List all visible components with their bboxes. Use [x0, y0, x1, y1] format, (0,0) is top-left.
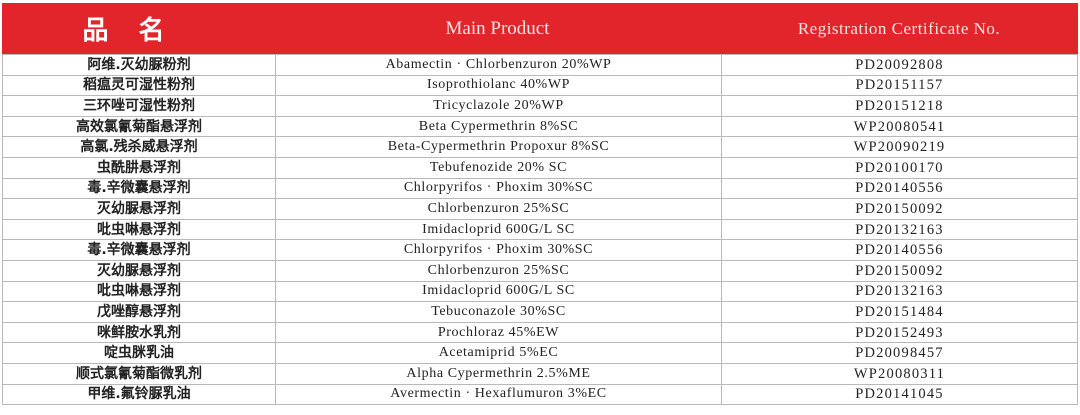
- cell-name: 高氯.残杀威悬浮剂: [2, 136, 276, 158]
- cell-cert: PD20141045: [721, 383, 1078, 406]
- table-row: 吡虫啉悬浮剂 Imidacloprid 600G/L SC PD20132163: [2, 280, 1078, 303]
- cell-product: Chlorbenzuron 25%SC: [275, 259, 722, 282]
- cell-product: Isoprothiolanc 40%WP: [275, 74, 722, 97]
- cell-name: 灭幼脲悬浮剂: [2, 198, 276, 220]
- cell-name: 毒.辛微囊悬浮剂: [2, 177, 276, 200]
- table-row: 戊唑醇悬浮剂 Tebuconazole 30%SC PD20151484: [2, 301, 1078, 323]
- table-header: 品名 Main Product Registration Certificate…: [2, 3, 1078, 54]
- cell-name: 戊唑醇悬浮剂: [2, 301, 276, 323]
- table-row: 稻瘟灵可湿性粉剂 Isoprothiolanc 40%WP PD20151157: [2, 74, 1078, 97]
- cell-cert: PD20140556: [721, 177, 1078, 200]
- cell-name: 吡虫啉悬浮剂: [2, 280, 276, 303]
- cell-name: 高效氯氰菊酯悬浮剂: [2, 115, 276, 138]
- cell-cert: WP20080541: [721, 115, 1078, 138]
- cell-product: Acetamiprid 5%EC: [275, 342, 722, 364]
- cell-product: Abamectin · Chlorbenzuron 20%WP: [275, 54, 722, 76]
- cell-cert: PD20151157: [721, 74, 1078, 97]
- table-row: 三环唑可湿性粉剂 Tricyclazole 20%WP PD20151218: [2, 95, 1078, 117]
- table-row: 高效氯氰菊酯悬浮剂 Beta Cypermethrin 8%SC WP2008054…: [2, 115, 1078, 138]
- cell-cert: PD20140556: [721, 239, 1078, 261]
- cell-cert: PD20150092: [721, 198, 1078, 220]
- cell-product: Chlorpyrifos · Phoxim 30%SC: [275, 177, 722, 200]
- cell-product: Beta Cypermethrin 8%SC: [275, 115, 722, 138]
- cell-product: Chlorbenzuron 25%SC: [275, 198, 722, 220]
- cell-name: 顺式氯氰菊酯微乳剂: [2, 362, 276, 385]
- product-table: 阿维.灭幼脲粉剂 Abamectin · Chlorbenzuron 20%WP P…: [2, 54, 1078, 406]
- cell-cert: PD20098457: [721, 342, 1078, 364]
- cell-product: Tebufenozide 20% SC: [275, 156, 722, 179]
- cell-cert: PD20132163: [721, 280, 1078, 303]
- cell-product: Tricyclazole 20%WP: [275, 95, 722, 117]
- cell-cert: WP20080311: [721, 362, 1078, 385]
- table-row: 咪鲜胺水乳剂 Prochloraz 45%EW PD20152493: [2, 321, 1078, 344]
- cell-product: Avermectin · Hexaflumuron 3%EC: [275, 383, 722, 406]
- table-row: 毒.辛微囊悬浮剂 Chlorpyrifos · Phoxim 30%SC PD201…: [2, 177, 1078, 200]
- cell-name: 稻瘟灵可湿性粉剂: [2, 74, 276, 97]
- cell-product: Chlorpyrifos · Phoxim 30%SC: [275, 239, 722, 261]
- table-row: 阿维.灭幼脲粉剂 Abamectin · Chlorbenzuron 20%WP P…: [2, 54, 1078, 76]
- cell-cert: PD20092808: [721, 54, 1078, 76]
- table-row: 灭幼脲悬浮剂 Chlorbenzuron 25%SC PD20150092: [2, 259, 1078, 282]
- cell-cert: PD20151484: [721, 301, 1078, 323]
- header-product: Main Product: [445, 17, 550, 39]
- cell-name: 虫酰肼悬浮剂: [2, 156, 276, 179]
- cell-product: Imidacloprid 600G/L SC: [275, 218, 722, 241]
- cell-name: 灭幼脲悬浮剂: [2, 259, 276, 282]
- cell-name: 甲维.氟铃脲乳油: [2, 383, 276, 406]
- header-cert: Registration Certificate No.: [797, 18, 1001, 38]
- cell-product: Imidacloprid 600G/L SC: [275, 280, 722, 303]
- cell-product: Prochloraz 45%EW: [275, 321, 722, 344]
- header-name: 品名: [82, 16, 195, 46]
- cell-cert: PD20132163: [721, 218, 1078, 241]
- table-row: 灭幼脲悬浮剂 Chlorbenzuron 25%SC PD20150092: [2, 198, 1078, 220]
- cell-name: 啶虫脒乳油: [2, 342, 276, 364]
- table-row: 啶虫脒乳油 Acetamiprid 5%EC PD20098457: [2, 342, 1078, 364]
- cell-product: Beta-Cypermethrin Propoxur 8%SC: [275, 136, 722, 158]
- table-row: 高氯.残杀威悬浮剂 Beta-Cypermethrin Propoxur 8%SC…: [2, 136, 1078, 158]
- cell-cert: PD20151218: [721, 95, 1078, 117]
- cell-name: 阿维.灭幼脲粉剂: [2, 54, 276, 76]
- cell-cert: PD20100170: [721, 156, 1078, 179]
- table-row: 吡虫啉悬浮剂 Imidacloprid 600G/L SC PD20132163: [2, 218, 1078, 241]
- cell-cert: PD20152493: [721, 321, 1078, 344]
- table-row: 顺式氯氰菊酯微乳剂 Alpha Cypermethrin 2.5%ME WP2008…: [2, 362, 1078, 385]
- cell-name: 三环唑可湿性粉剂: [2, 95, 276, 117]
- cell-name: 吡虫啉悬浮剂: [2, 218, 276, 241]
- table-row: 虫酰肼悬浮剂 Tebufenozide 20% SC PD20100170: [2, 156, 1078, 179]
- cell-name: 咪鲜胺水乳剂: [2, 321, 276, 344]
- cell-name: 毒.辛微囊悬浮剂: [2, 239, 276, 261]
- cell-cert: WP20090219: [721, 136, 1078, 158]
- cell-product: Tebuconazole 30%SC: [275, 301, 722, 323]
- table-row: 毒.辛微囊悬浮剂 Chlorpyrifos · Phoxim 30%SC PD201…: [2, 239, 1078, 261]
- cell-cert: PD20150092: [721, 259, 1078, 282]
- cell-product: Alpha Cypermethrin 2.5%ME: [275, 362, 722, 385]
- table-row: 甲维.氟铃脲乳油 Avermectin · Hexaflumuron 3%EC PD…: [2, 383, 1078, 406]
